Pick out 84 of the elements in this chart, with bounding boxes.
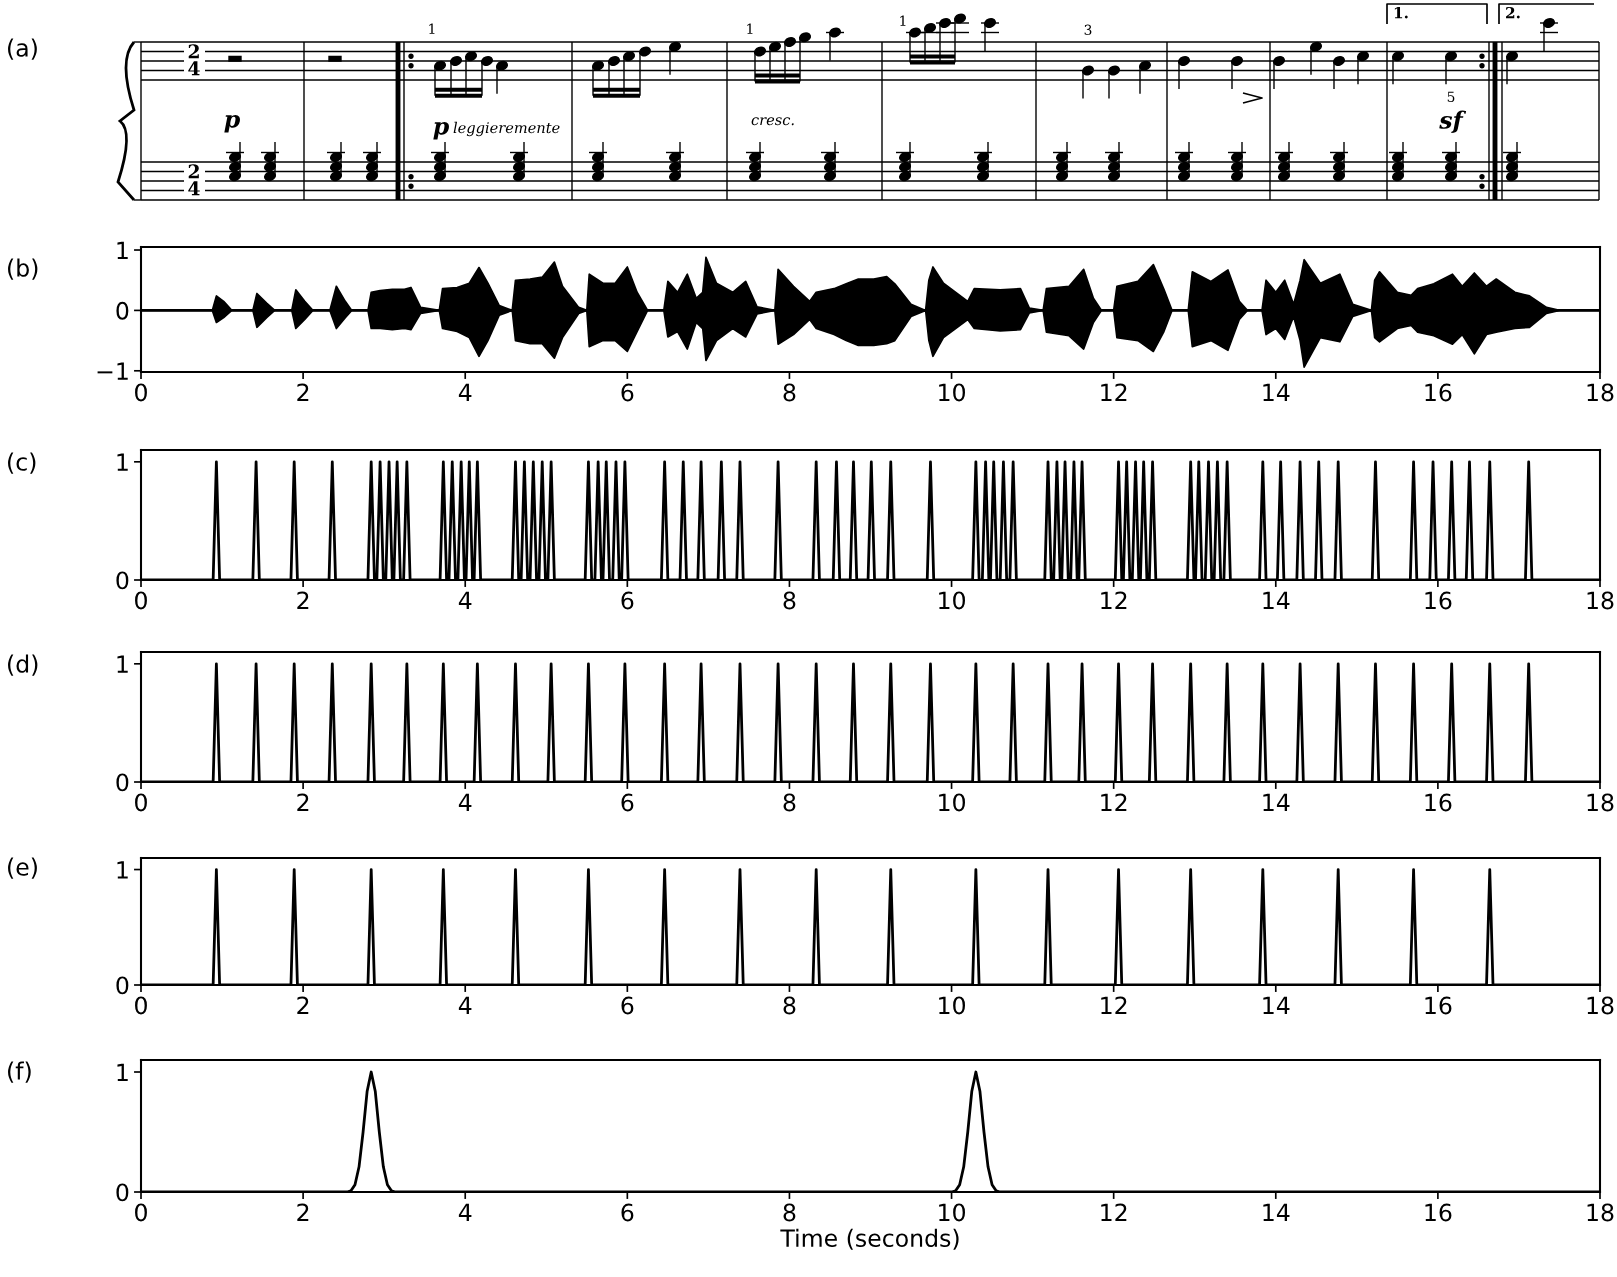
x-tick-label: 8 bbox=[783, 793, 796, 812]
x-tick-label: 6 bbox=[621, 1203, 634, 1222]
x-tick-label: 16 bbox=[1425, 793, 1452, 812]
y-tick-label: −1 bbox=[97, 362, 128, 380]
x-tick-label: 0 bbox=[135, 996, 147, 1015]
chart-title: (e) bbox=[8, 857, 37, 879]
text: 1. bbox=[1394, 6, 1408, 19]
chart-title: (d) bbox=[8, 654, 38, 676]
x-tick-label: 8 bbox=[783, 591, 796, 610]
chart-title: (c) bbox=[8, 452, 36, 474]
text: cresc. bbox=[751, 117, 794, 126]
text: 2 bbox=[188, 164, 199, 179]
x-tick-label: 16 bbox=[1425, 383, 1452, 402]
x-tick-label: 10 bbox=[939, 996, 966, 1015]
x-tick-label: 10 bbox=[939, 793, 966, 812]
x-tick-label: 18 bbox=[1587, 793, 1614, 812]
x-tick-label: 14 bbox=[1263, 793, 1290, 812]
text: 1 bbox=[747, 23, 753, 34]
x-tick-label: 0 bbox=[135, 793, 147, 812]
x-tick-label: 14 bbox=[1263, 1203, 1290, 1222]
x-tick-label: 4 bbox=[458, 383, 472, 402]
text: 2. bbox=[1506, 6, 1520, 19]
x-tick-label: 0 bbox=[135, 383, 147, 402]
x-tick-label: 0 bbox=[135, 591, 147, 610]
x-tick-label: 16 bbox=[1425, 996, 1452, 1015]
chart-title: (b) bbox=[8, 258, 38, 280]
x-tick-label: 16 bbox=[1425, 1203, 1452, 1222]
x-tick-label: 6 bbox=[621, 383, 634, 402]
y-tick-label: 1 bbox=[117, 1063, 128, 1081]
x-tick-label: 18 bbox=[1587, 383, 1614, 402]
x-tick-label: 4 bbox=[458, 996, 472, 1015]
x-tick-label: 18 bbox=[1587, 996, 1614, 1015]
x-tick-label: 6 bbox=[621, 793, 634, 812]
y-tick-label: 0 bbox=[116, 571, 129, 590]
x-tick-label: 2 bbox=[297, 1203, 309, 1222]
x-tick-label: 14 bbox=[1263, 996, 1290, 1015]
x-tick-label: 12 bbox=[1101, 996, 1127, 1015]
text: 5 bbox=[1447, 91, 1455, 103]
x-tick-label: 2 bbox=[297, 383, 309, 402]
y-tick-label: 0 bbox=[116, 301, 129, 320]
x-tick-label: 8 bbox=[783, 1203, 796, 1222]
x-tick-label: 12 bbox=[1101, 591, 1127, 610]
text: leggieremente bbox=[453, 121, 560, 137]
text: 1 bbox=[429, 23, 435, 34]
x-tick-label: 6 bbox=[621, 591, 634, 610]
text: 3 bbox=[1084, 24, 1092, 36]
chart-title: (f) bbox=[8, 1061, 31, 1083]
text: 1 bbox=[900, 15, 906, 26]
y-tick-label: 0 bbox=[116, 1183, 129, 1202]
x-tick-label: 12 bbox=[1101, 793, 1127, 812]
x-tick-label: 14 bbox=[1263, 591, 1290, 610]
text: (a) bbox=[8, 38, 37, 60]
x-tick-label: 4 bbox=[458, 591, 472, 610]
y-tick-label: 1 bbox=[117, 453, 128, 471]
x-tick-label: 12 bbox=[1101, 383, 1127, 402]
y-tick-label: 0 bbox=[116, 976, 129, 995]
x-tick-label: 10 bbox=[939, 383, 966, 402]
text: 4 bbox=[188, 181, 200, 196]
text: p bbox=[224, 114, 240, 133]
y-tick-label: 0 bbox=[116, 773, 129, 792]
x-tick-label: 4 bbox=[458, 793, 472, 812]
x-tick-label: 6 bbox=[621, 996, 634, 1015]
x-tick-label: 10 bbox=[939, 1203, 966, 1222]
y-tick-label: 1 bbox=[117, 241, 128, 259]
text: sf bbox=[1439, 110, 1467, 133]
x-tick-label: 0 bbox=[135, 1203, 147, 1222]
x-tick-label: 18 bbox=[1587, 1203, 1614, 1222]
text: 4 bbox=[188, 61, 200, 76]
x-tick-label: 18 bbox=[1587, 591, 1614, 610]
x-tick-label: 4 bbox=[458, 1203, 472, 1222]
x-tick-label: 10 bbox=[939, 591, 966, 610]
x-axis-title: Time (seconds) bbox=[780, 1228, 959, 1250]
x-tick-label: 12 bbox=[1101, 1203, 1127, 1222]
y-tick-label: 1 bbox=[117, 655, 128, 673]
x-tick-label: 2 bbox=[297, 996, 309, 1015]
x-tick-label: 2 bbox=[297, 793, 309, 812]
x-tick-label: 16 bbox=[1425, 591, 1452, 610]
x-tick-label: 2 bbox=[297, 591, 309, 610]
x-tick-label: 14 bbox=[1263, 383, 1290, 402]
text: p bbox=[433, 121, 449, 140]
text: 2 bbox=[188, 44, 199, 59]
x-tick-label: 8 bbox=[783, 383, 796, 402]
x-tick-label: 8 bbox=[783, 996, 796, 1015]
y-tick-label: 1 bbox=[117, 861, 128, 879]
